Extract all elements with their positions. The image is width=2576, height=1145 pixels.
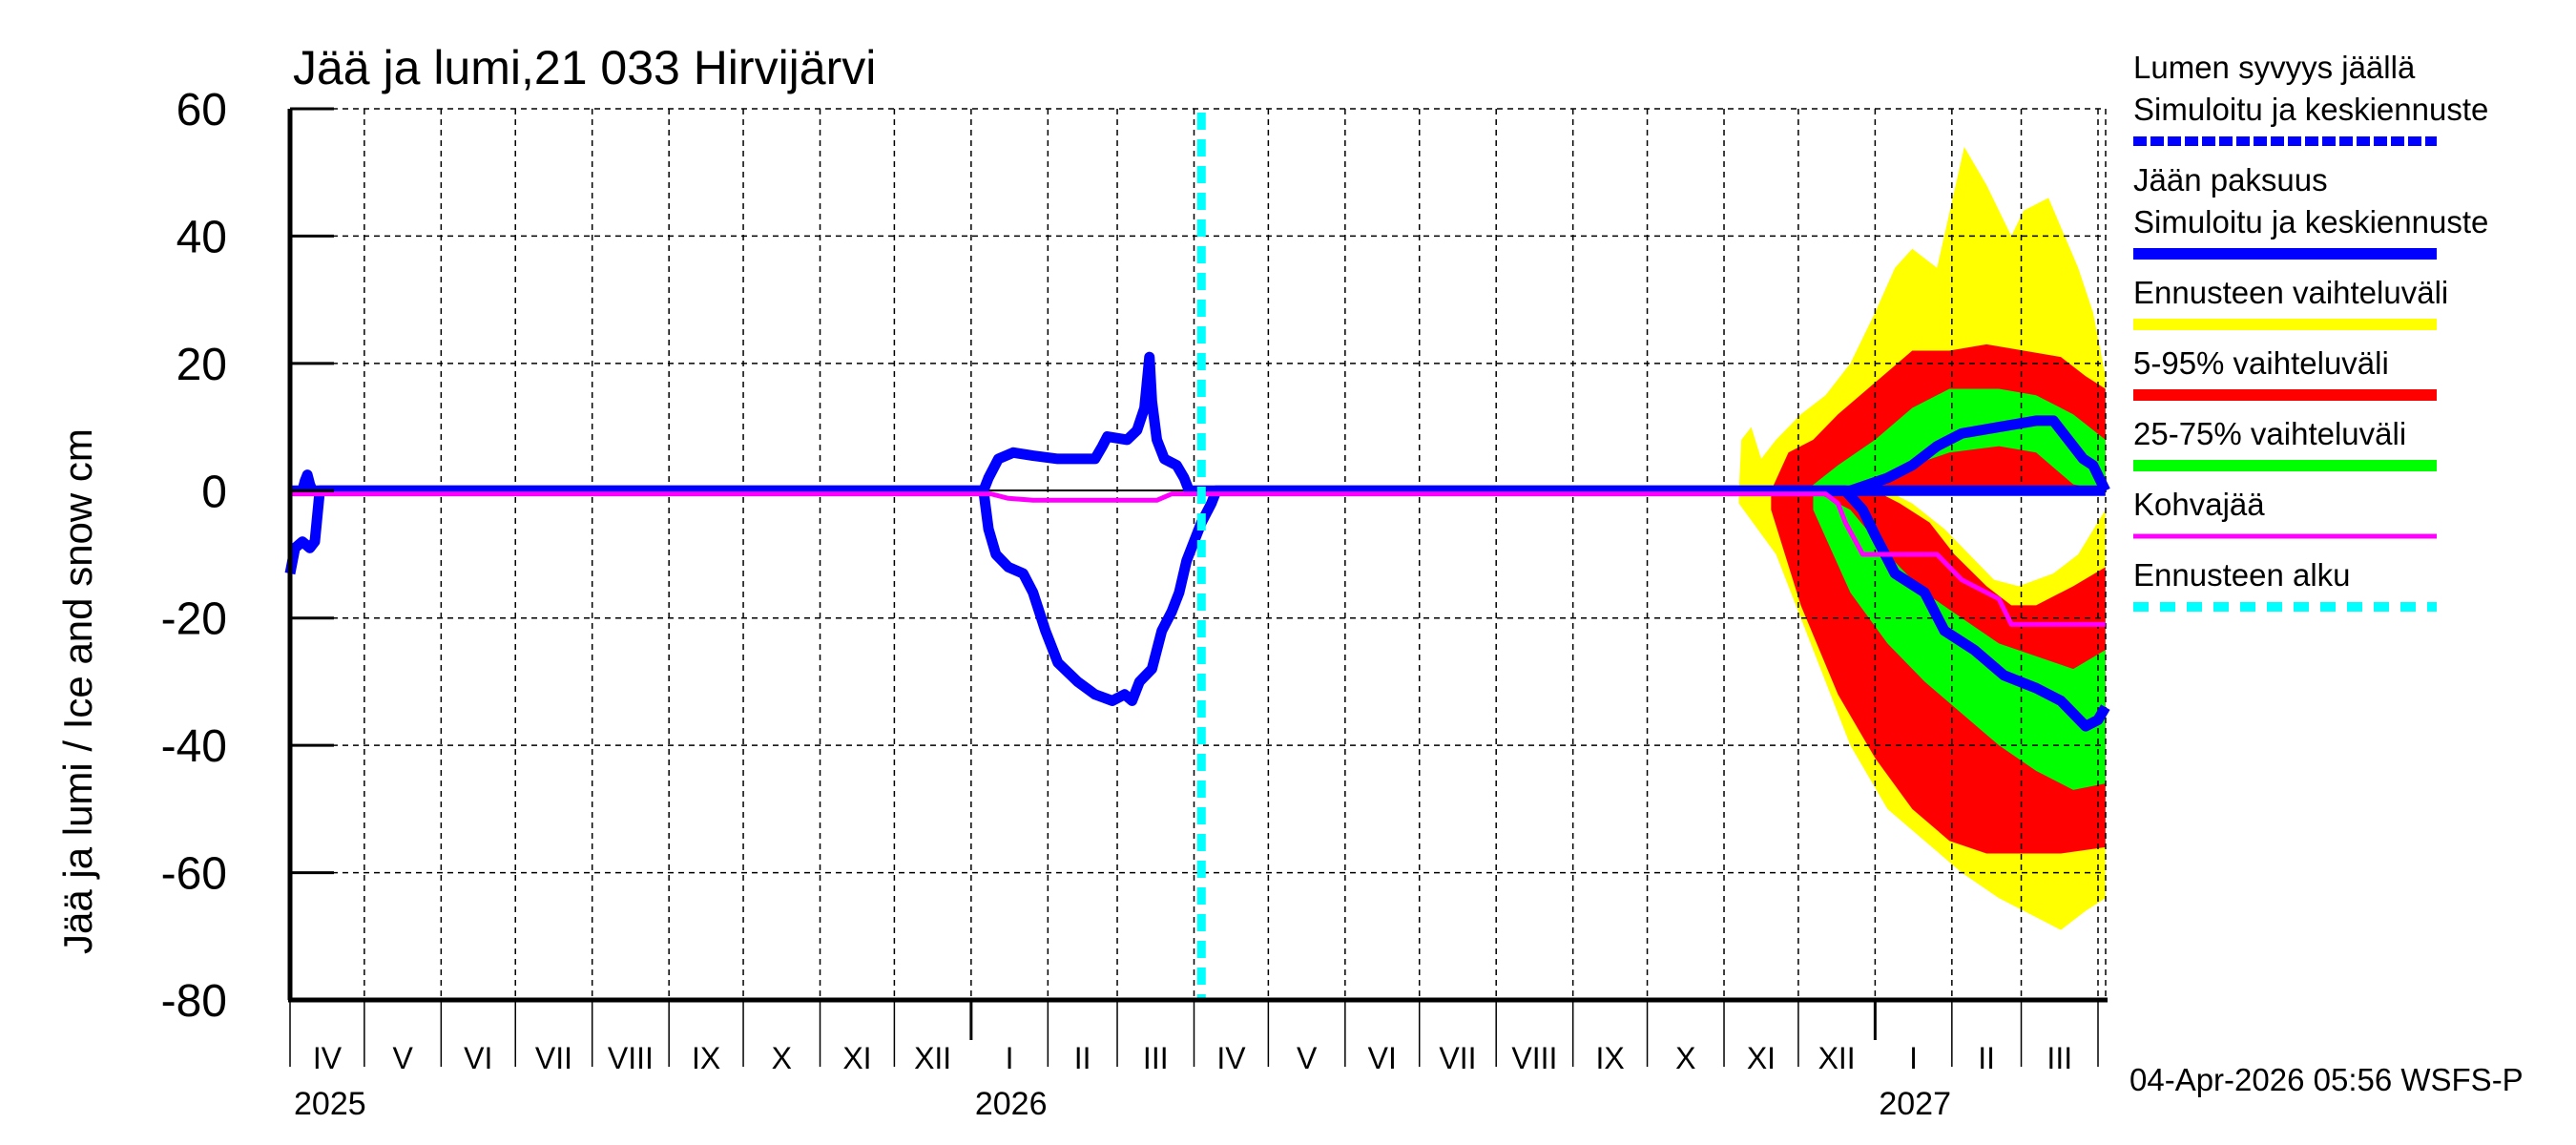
y-tick-label: -60 [161,849,227,900]
axes [287,109,2108,1003]
ice-snow-line [284,485,2110,732]
legend: Lumen syvyys jäällä Simuloitu ja keskienn… [2133,50,2488,612]
chart-title: Jää ja lumi,21 033 Hirvijärvi [293,41,876,94]
month-label: III [1143,1041,1169,1075]
legend-item: 25-75% vaihteluväli [2133,416,2437,471]
month-label: XI [842,1041,871,1075]
forecast-band [1887,490,2106,587]
data-series [284,351,2110,732]
month-label: IV [1216,1041,1246,1075]
legend-item: Lumen syvyys jäällä Simuloitu ja keskienn… [2133,50,2488,146]
legend-label: Jään paksuus [2133,162,2328,198]
month-label: XII [1818,1041,1856,1075]
legend-label: 5-95% vaihteluväli [2133,345,2389,381]
month-label: V [392,1041,413,1075]
year-label: 2026 [975,1086,1048,1122]
year-label: 2025 [294,1086,366,1122]
month-label: VI [1368,1041,1397,1075]
month-label: VI [464,1041,492,1075]
forecast-bands [1738,147,2106,930]
ice-snow-line [290,351,2106,496]
y-axis-label-group: Jää ja lumi / Ice and snow cm [55,428,100,954]
month-label: X [772,1041,792,1075]
x-axis-ticks: IV V VI VII VIII IX X XI XII I II III IV V VI VII VIII IX… [289,1000,2099,1122]
legend-item: Ennusteen alku [2133,557,2437,612]
y-tick-label: 20 [177,340,227,390]
y-tick-label: -20 [161,594,227,645]
legend-label: Simuloitu ja keskiennuste [2133,92,2488,127]
month-label: II [1978,1041,1995,1075]
legend-label: Simuloitu ja keskiennuste [2133,204,2488,239]
month-label: VIII [1511,1041,1557,1075]
ice-snow-line [1848,415,2110,496]
legend-label: Lumen syvyys jäällä [2133,50,2416,85]
month-label: XI [1747,1041,1776,1075]
legend-label: 25-75% vaihteluväli [2133,416,2406,451]
legend-label: Kohvajää [2133,487,2265,522]
legend-item: Jään paksuus Simuloitu ja keskiennuste [2133,162,2488,260]
month-label: III [2046,1041,2072,1075]
month-label: V [1297,1041,1318,1075]
y-tick-label: 60 [177,85,227,135]
legend-item: Kohvajää [2133,487,2437,539]
legend-item: 5-95% vaihteluväli [2133,345,2437,401]
month-label: II [1074,1041,1091,1075]
timestamp-label: 04-Apr-2026 05:56 WSFS-P [2129,1062,2524,1097]
y-tick-label: -80 [161,976,227,1027]
y-axis-ticks: 60 40 20 0 -20 -40 -60 -80 [161,85,334,1027]
y-axis-label: Jää ja lumi / Ice and snow cm [55,428,100,954]
legend-item: Ennusteen vaihteluväli [2133,275,2448,330]
month-label: X [1675,1041,1695,1075]
y-tick-label: 0 [201,467,227,517]
y-tick-label: 40 [177,212,227,262]
y-tick-label: -40 [161,721,227,772]
month-label: VII [1439,1041,1476,1075]
slush-ice-line [290,491,2106,627]
month-label: IX [692,1041,720,1075]
month-label: I [1909,1041,1918,1075]
month-label: IX [1595,1041,1624,1075]
month-label: VII [535,1041,572,1075]
legend-label: Ennusteen vaihteluväli [2133,275,2448,310]
month-label: XII [914,1041,951,1075]
year-label: 2027 [1879,1086,1951,1122]
month-label: I [1006,1041,1014,1075]
month-label: IV [313,1041,343,1075]
month-label: VIII [608,1041,654,1075]
legend-label: Ennusteen alku [2133,557,2351,593]
